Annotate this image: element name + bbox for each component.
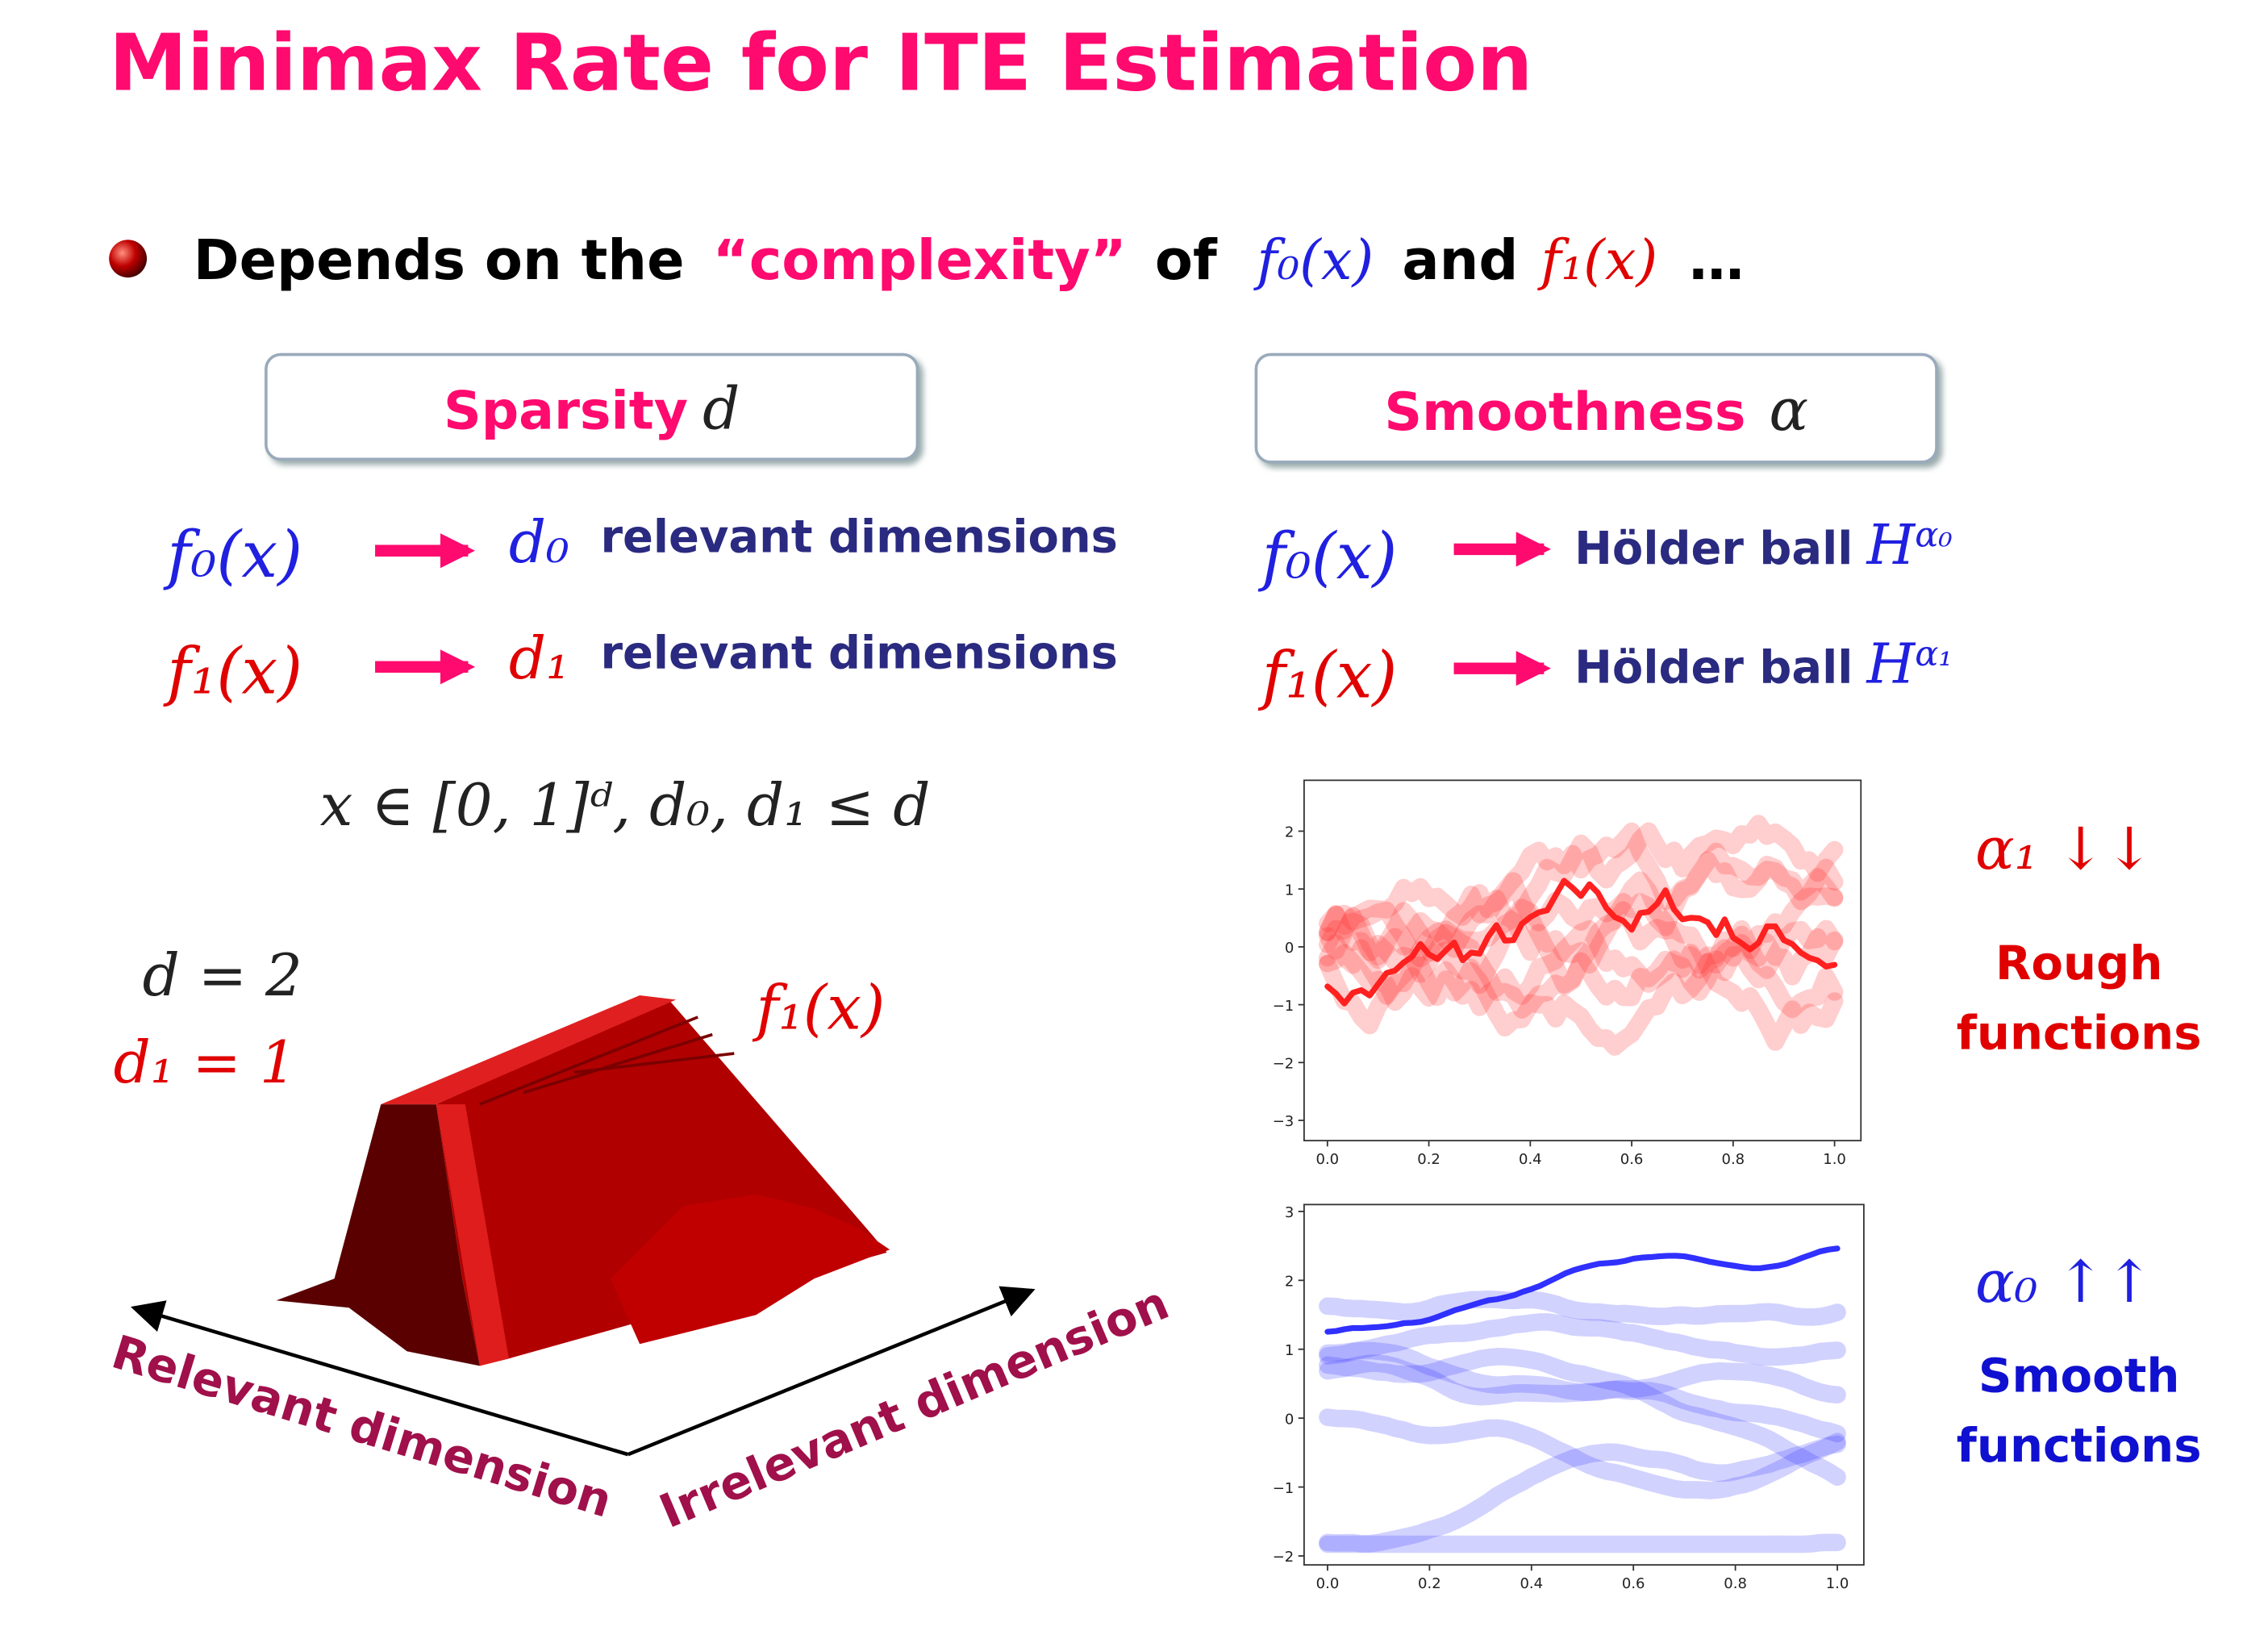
math: f₀(x) [1258, 519, 1398, 594]
x-tick-label: 0.2 [1418, 1575, 1441, 1592]
box-label: Smoothness α [1384, 376, 1808, 444]
math: α [1769, 376, 1808, 444]
box [265, 352, 919, 461]
curve [1319, 815, 1844, 1035]
math: f₁(x) [1536, 228, 1657, 293]
x-tick-label: 0.2 [1417, 1151, 1440, 1168]
bullet-text: Depends on the “complexity” of f₀(x) and… [194, 228, 1745, 293]
text: Smoothness [1384, 382, 1745, 443]
x-tick-label: 0.4 [1520, 1575, 1543, 1592]
curve [1319, 1291, 1846, 1326]
math: d₁ [509, 624, 569, 692]
x-tick-label: 1.0 [1826, 1575, 1849, 1592]
x-tick-label: 0.0 [1315, 1151, 1339, 1168]
math: d [702, 374, 740, 442]
box-label: Sparsity d [444, 374, 740, 442]
rows: f₀(x) d₀ relevant dimensions f₀(x) Hölder ba… [163, 508, 1952, 713]
x-tick-label: 0.8 [1724, 1575, 1747, 1592]
plot-frame [1303, 779, 1862, 1142]
curve [1319, 871, 1844, 986]
math: f₀(x) [163, 517, 302, 592]
x-tick-label: 0.0 [1316, 1575, 1340, 1592]
y-tick-label: −2 [1273, 1549, 1295, 1566]
label: Rough [1995, 936, 2162, 990]
math: Hα₁ [1865, 632, 1952, 697]
curve [1319, 1313, 1846, 1366]
x-tick-label: 0.8 [1722, 1151, 1745, 1168]
label: Smooth [1978, 1349, 2180, 1403]
y-tick-label: −1 [1273, 1480, 1295, 1497]
y-tick-label: −3 [1273, 1113, 1295, 1130]
curve [1319, 1408, 1846, 1499]
axis-arrow [130, 1300, 629, 1457]
math: f₁(x) [1258, 638, 1398, 713]
x-tick-label: 0.6 [1622, 1575, 1645, 1592]
math: α₁ ↓↓ [1975, 815, 2153, 882]
text: Sparsity [444, 381, 688, 441]
math: α₀ ↑↑ [1975, 1248, 2153, 1316]
text: “complexity” [713, 228, 1127, 293]
axis-arrow [627, 1286, 1036, 1457]
label: Hölder ball [1574, 642, 1853, 694]
y-tick-label: 1 [1285, 882, 1294, 899]
math: f₀(x) [1253, 228, 1374, 293]
math: f₁(x) [752, 972, 885, 1043]
y-tick-label: −2 [1273, 1056, 1295, 1073]
formula: x ∈ [0, 1]ᵈ, d₀, d₁ ≤ d [320, 771, 931, 839]
math: f₁(x) [163, 633, 302, 708]
math: H [1865, 632, 1916, 697]
curve [1319, 1341, 1846, 1404]
math: α₀ [1915, 515, 1953, 555]
curve [1319, 1348, 1846, 1487]
y-tick-label: 2 [1285, 824, 1294, 841]
x-tick-label: 0.4 [1519, 1151, 1542, 1168]
y-tick-label: 2 [1285, 1274, 1294, 1291]
curve [1324, 878, 1838, 1007]
x-tick-label: 1.0 [1823, 1151, 1846, 1168]
curve [1319, 1354, 1846, 1443]
label: Hölder ball [1574, 523, 1853, 575]
curve [1319, 1435, 1846, 1553]
surface [276, 995, 890, 1366]
text: … [1689, 228, 1744, 293]
math: d₀ [509, 508, 569, 576]
bullet-icon [109, 240, 148, 278]
curve [1319, 851, 1844, 1007]
curve [1324, 1245, 1841, 1335]
title: Minimax Rate for ITE Estimation [109, 18, 1532, 109]
plot: 0.0 0.2 0.4 0.6 0.8 1.0 −2 −1 0 1 2 3 [1273, 1203, 1865, 1592]
curve [1319, 822, 1844, 966]
math: d₁ = 1 [114, 1028, 297, 1096]
label: functions [1957, 1006, 2202, 1061]
axis-label: Relevant dimension [106, 1324, 619, 1528]
math: Hα₀ [1865, 513, 1952, 578]
math: H [1865, 513, 1916, 578]
box [1254, 352, 1938, 464]
math: α₁ [1915, 634, 1953, 674]
y-tick-label: 1 [1285, 1342, 1294, 1359]
y-tick-label: 0 [1285, 1411, 1294, 1428]
y-tick-label: 3 [1285, 1204, 1294, 1221]
x-tick-label: 0.6 [1620, 1151, 1644, 1168]
curve [1319, 901, 1844, 1051]
curve [1319, 1533, 1846, 1554]
text: Depends on the [194, 228, 685, 293]
text: of [1155, 228, 1218, 293]
y-tick-label: 0 [1285, 940, 1294, 957]
math: d = 2 [143, 941, 302, 1009]
label: relevant dimensions [600, 511, 1117, 564]
label: relevant dimensions [600, 628, 1117, 680]
y-tick-label: −1 [1273, 998, 1295, 1015]
label: functions [1957, 1418, 2202, 1473]
plot: 0.0 0.2 0.4 0.6 0.8 1.0 −3 −2 −1 0 1 2 [1273, 779, 1862, 1168]
text: and [1402, 228, 1518, 293]
